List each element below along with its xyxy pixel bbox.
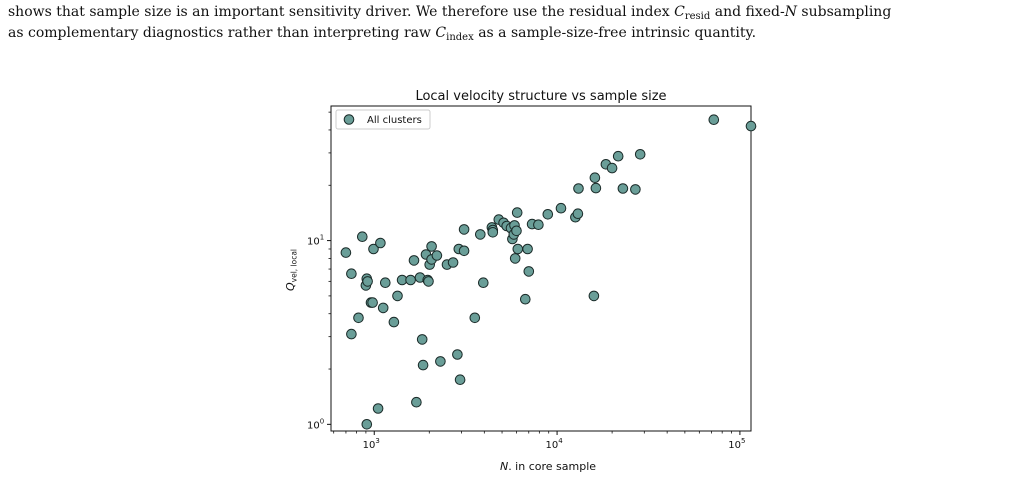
data-point	[630, 184, 641, 195]
data-point	[368, 243, 379, 255]
data-point	[372, 403, 384, 414]
x-tick-label: 105	[728, 437, 745, 451]
paragraph-line-2: as complementary diagnostics rather than…	[8, 23, 1030, 44]
text-span: as complementary diagnostics rather than…	[8, 25, 436, 41]
data-point	[458, 245, 470, 257]
data-point	[509, 253, 521, 264]
data-point	[522, 243, 533, 255]
data-point	[392, 290, 403, 302]
data-point	[588, 290, 600, 302]
data-point	[375, 237, 386, 249]
body-paragraph: shows that sample size is an important s…	[8, 2, 1030, 44]
data-point	[634, 149, 646, 160]
x-tick-label: 104	[545, 437, 563, 451]
data-point	[362, 276, 373, 287]
math-subscript: resid	[684, 11, 711, 22]
data-point	[612, 150, 624, 162]
data-point	[388, 316, 400, 328]
data-point	[606, 162, 618, 174]
text-span: shows that sample size is an important s…	[8, 4, 675, 20]
data-point	[511, 225, 522, 237]
data-point	[405, 274, 416, 286]
x-axis-label: N. in core sample	[500, 460, 596, 473]
data-point	[447, 257, 459, 268]
data-point	[523, 266, 535, 277]
data-point	[454, 374, 466, 386]
data-point	[361, 419, 373, 430]
data-point	[357, 231, 368, 242]
data-point	[708, 114, 720, 125]
x-tick-label: 103	[363, 437, 380, 451]
data-point	[745, 120, 757, 132]
data-point	[416, 334, 428, 345]
plot-area	[330, 105, 752, 432]
data-point	[346, 268, 357, 280]
data-point	[452, 349, 463, 360]
y-tick-label: 100	[307, 417, 324, 431]
data-point	[469, 312, 481, 324]
legend-box	[335, 109, 431, 130]
data-point	[573, 183, 584, 194]
y-axis-label: Qvel, local	[284, 249, 299, 291]
data-point	[555, 202, 567, 214]
data-point	[426, 241, 437, 252]
data-point	[423, 276, 434, 287]
data-point	[380, 277, 391, 289]
data-point	[417, 359, 429, 371]
data-point	[475, 229, 486, 240]
text-span: subsampling	[796, 4, 892, 20]
legend-label: All clusters	[367, 115, 422, 126]
data-point	[435, 356, 446, 367]
data-point	[511, 207, 523, 218]
math-symbol: C	[435, 25, 447, 41]
legend: All clusters	[335, 109, 431, 130]
data-point	[411, 396, 422, 408]
data-point	[589, 172, 601, 183]
data-point	[533, 219, 544, 230]
math-symbol: C	[674, 4, 685, 20]
data-point	[346, 328, 357, 340]
data-point	[478, 277, 489, 289]
y-axis-ticks: 100 101	[307, 111, 331, 431]
math-symbol: N	[784, 4, 797, 20]
math-subscript: index	[446, 32, 474, 43]
data-point	[377, 302, 389, 314]
x-axis-ticks: 103 104 105	[333, 431, 746, 451]
text-span: and fixed-	[710, 4, 785, 20]
data-point	[520, 293, 531, 305]
data-point	[340, 247, 352, 258]
data-point	[353, 312, 364, 324]
y-tick-label: 101	[307, 234, 324, 248]
chart-title: Local velocity structure vs sample size	[415, 89, 666, 104]
data-point	[512, 243, 524, 255]
data-point	[572, 208, 584, 219]
data-point	[617, 183, 629, 194]
paragraph-line-1: shows that sample size is an important s…	[8, 2, 1030, 23]
legend-marker	[343, 114, 355, 125]
data-point	[431, 250, 443, 261]
data-point	[408, 255, 420, 266]
data-point	[458, 224, 470, 235]
data-point	[590, 182, 602, 194]
data-point	[367, 297, 378, 308]
data-points	[340, 114, 757, 430]
data-point	[487, 227, 499, 238]
data-point	[542, 209, 554, 220]
text-span: as a sample-size-free intrinsic quantity…	[473, 25, 757, 41]
